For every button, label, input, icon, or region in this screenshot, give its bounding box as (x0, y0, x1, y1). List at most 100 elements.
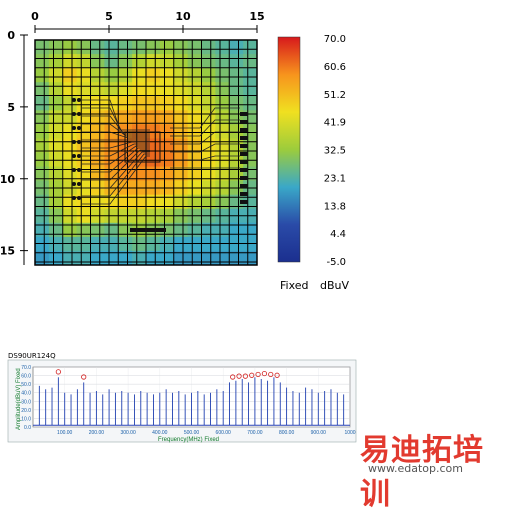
heatmap-cell (229, 68, 244, 83)
heatmap-cell (215, 96, 230, 111)
heatmap-cell (104, 68, 119, 83)
heatmap-cell (104, 222, 119, 238)
spectrum-peak-marker (255, 371, 261, 378)
heatmap-cell (187, 194, 202, 210)
spectrum-xtick-label: 100.00 (57, 430, 73, 436)
heatmap-cell (146, 236, 161, 252)
heatmap-cell (35, 166, 50, 182)
heatmap-cell (146, 194, 161, 210)
colorbar-label: 41.9 (324, 118, 346, 129)
heatmap-cell (35, 222, 50, 238)
colorbar-label: 23.1 (324, 173, 346, 184)
pcb-trace (170, 155, 240, 161)
heatmap-cell (132, 110, 147, 125)
pcb-pad (72, 98, 76, 102)
heatmap-cell (146, 96, 161, 111)
pcb-connector-pin (240, 152, 248, 156)
pcb-connector-pin (240, 112, 248, 116)
colorbar-label: 60.6 (324, 62, 346, 73)
heatmap-cell (229, 222, 244, 238)
heatmap-cell (187, 96, 202, 111)
colorbar-label: 4.4 (330, 229, 346, 240)
heatmap-cell (159, 124, 175, 139)
pcb-pad (77, 140, 81, 144)
spectrum-xtick-label: 300.00 (120, 430, 136, 436)
pcb-trace (82, 153, 150, 197)
heatmap-cell (118, 54, 133, 69)
spectrum-peak-marker (236, 373, 242, 379)
heatmap-ticks: 0 5 10 15 0 5 10 15 (0, 10, 265, 265)
heatmap-cell (146, 110, 161, 125)
heatmap-cell (173, 110, 189, 125)
heatmap-cell (215, 110, 230, 125)
heatmap-ytick-label: 15 (0, 245, 15, 258)
heatmap-cell (215, 68, 230, 83)
heatmap-cell (187, 166, 202, 182)
heatmap-cell (201, 40, 216, 55)
pcb-pad (77, 168, 81, 172)
pcb-trace (82, 141, 150, 149)
colorbar: 70.0 60.6 51.2 41.9 32.5 23.1 13.8 4.4 -5.0 (277, 34, 346, 268)
heatmap-cell (229, 40, 244, 55)
heatmap-cell (35, 236, 50, 252)
detector-label: Fixed (280, 279, 309, 292)
pcb-pad (72, 140, 76, 144)
heatmap-cell (48, 54, 64, 69)
heatmap-cell (76, 68, 91, 83)
heatmap-cell (146, 68, 161, 83)
heatmap-cell (48, 82, 64, 97)
heatmap-cell (146, 82, 161, 97)
heatmap-cell (132, 54, 147, 69)
heatmap-cell (90, 96, 105, 111)
heatmap-cell (76, 222, 91, 238)
heatmap-cell (187, 68, 202, 83)
spectrum-xlabel: Frequency(MHz) Fixed (158, 437, 220, 443)
heatmap-cell (104, 54, 119, 69)
heatmap-cell (104, 236, 119, 252)
heatmap-xtick-label: 0 (31, 10, 39, 23)
heatmap-cell (90, 194, 105, 210)
heatmap-cell (215, 40, 230, 55)
heatmap-cell (159, 68, 175, 83)
pcb-trace (170, 107, 240, 129)
heatmap-cell (35, 124, 50, 139)
heatmap-cell (187, 40, 202, 55)
pcb-trace (82, 143, 150, 157)
pcb-connector-pin (240, 192, 248, 196)
spectrum-peak-marker (261, 370, 268, 377)
heatmap-cell (229, 54, 244, 69)
unit-label: dBuV (320, 279, 350, 292)
heatmap-cell (187, 54, 202, 69)
heatmap-cell (76, 236, 91, 252)
pcb-connector-pin (240, 144, 248, 148)
heatmap-cell (173, 68, 189, 83)
spectrum-ytick-label: 0.0 (24, 425, 31, 431)
heatmap-cell (159, 54, 175, 69)
pcb-connector-pin (240, 128, 248, 132)
pcb-connector-pin (240, 176, 248, 180)
pcb-pad (77, 112, 81, 116)
spectrum-title: DS90UR124Q (8, 352, 56, 360)
pcb-trace (82, 151, 150, 189)
spectrum-ytick-label: 30.0 (21, 399, 31, 405)
heatmap-cell (90, 54, 105, 69)
heatmap-cell (201, 82, 216, 97)
heatmap-cell (243, 194, 258, 210)
heatmap-cell (35, 54, 50, 69)
heatmap-cell (201, 194, 216, 210)
heatmap-cell (90, 110, 105, 125)
pcb-trace (82, 123, 150, 137)
pcb-connector-pin (240, 160, 248, 164)
heatmap-cell (90, 82, 105, 97)
spectrum-plot: 70.0 60.0 50.0 40.0 30.0 20.0 10.0 0.0 100.00 200… (7, 359, 357, 443)
heatmap-xtick-label: 10 (175, 10, 191, 23)
pcb-trace (82, 147, 150, 173)
heatmap-cell (35, 68, 50, 83)
pcb-trace (82, 145, 150, 165)
heatmap-cell (118, 236, 133, 252)
heatmap-cell (201, 166, 216, 182)
colorbar-label: 70.0 (324, 34, 346, 45)
heatmap-cell (187, 110, 202, 125)
heatmap-cell (201, 68, 216, 83)
pcb-trace (170, 119, 240, 137)
